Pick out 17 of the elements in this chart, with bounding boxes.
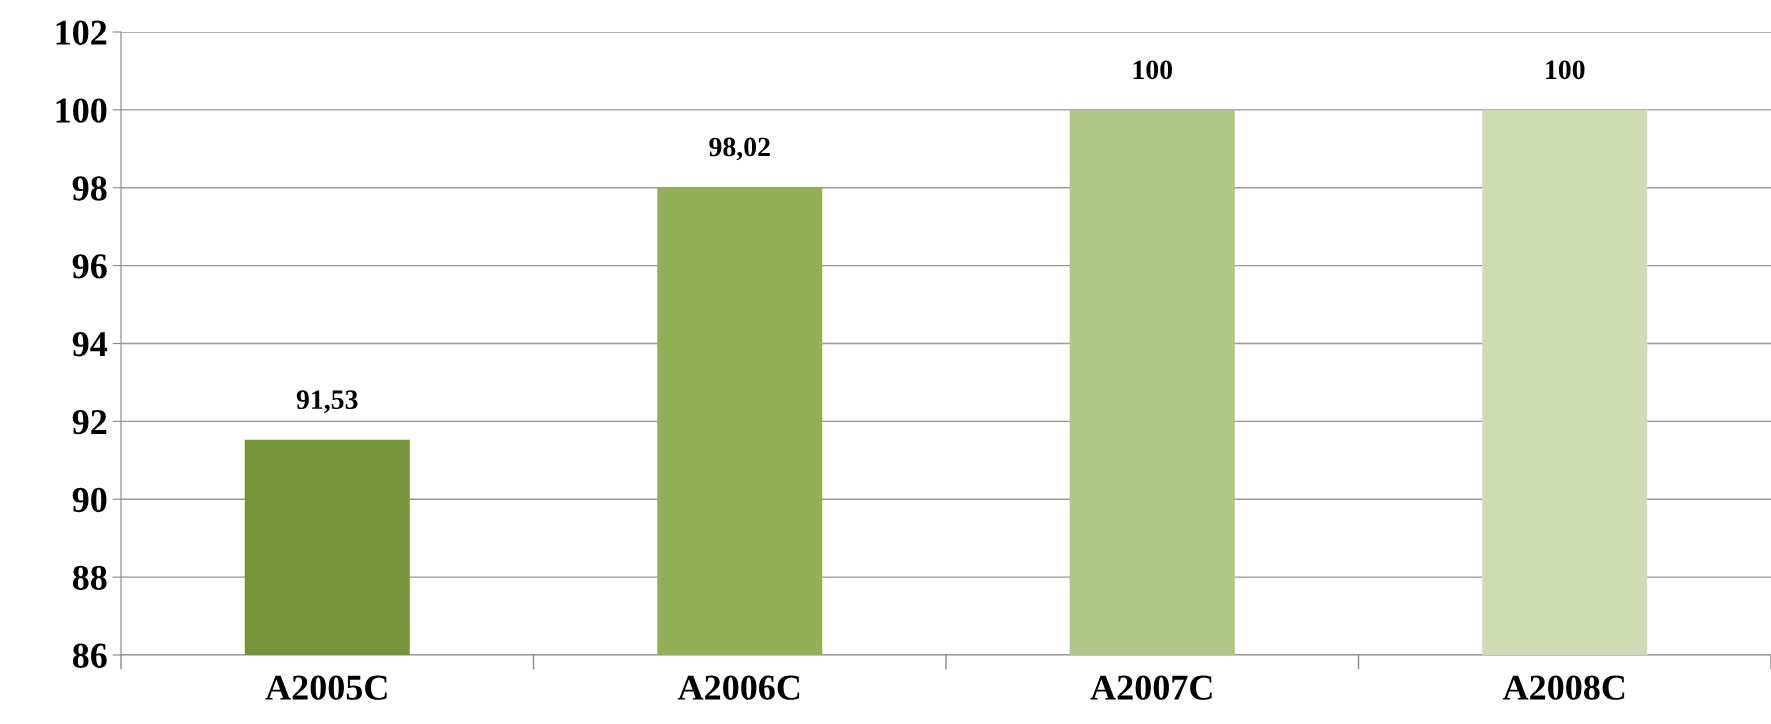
data-label: 98,02: [709, 137, 770, 161]
y-tick-label: 92: [72, 409, 107, 435]
x-tick-label: A2005C: [265, 675, 387, 700]
y-tick-label: 96: [72, 254, 107, 279]
data-label: 100: [1546, 60, 1585, 80]
x-tick-label: A2007C: [1090, 675, 1212, 700]
data-label: 100: [1133, 60, 1173, 80]
data-label: 91,53: [296, 390, 358, 414]
y-tick-label: 98: [72, 176, 107, 201]
x-tick-label: A2006C: [677, 675, 800, 700]
x-tick-label: A2008C: [1502, 675, 1625, 700]
y-tick-label: 88: [72, 565, 107, 591]
y-tick-label: 102: [56, 20, 107, 45]
y-tick-label: 90: [72, 487, 107, 513]
y-tick-label: 94: [72, 332, 108, 357]
y-tick-label: 100: [56, 98, 107, 123]
y-tick-label: 86: [72, 643, 107, 668]
